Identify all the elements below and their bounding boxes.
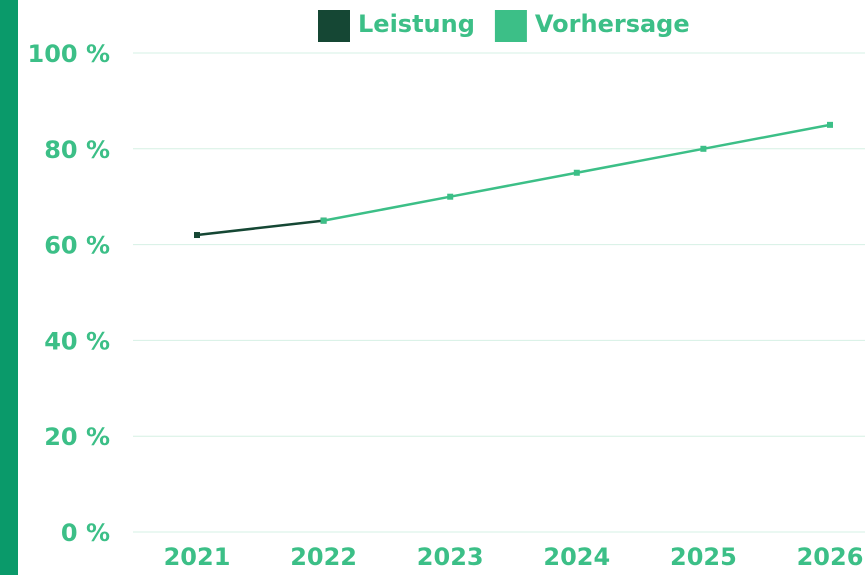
legend-label: Leistung <box>358 10 475 38</box>
y-tick-label: 80 % <box>44 136 110 164</box>
point <box>194 232 200 239</box>
x-tick-label: 2022 <box>290 543 357 571</box>
legend-swatch <box>318 10 350 42</box>
point <box>320 217 327 224</box>
point <box>700 145 707 152</box>
y-tick-label: 40 % <box>44 327 110 355</box>
y-tick-label: 60 % <box>44 232 110 260</box>
x-tick-label: 2026 <box>797 543 864 571</box>
legend-swatch <box>494 10 527 42</box>
point <box>827 121 833 128</box>
x-tick-label: 2025 <box>670 543 737 571</box>
y-tick-label: 0 % <box>61 519 110 547</box>
y-tick-label: 20 % <box>44 423 110 451</box>
point <box>573 169 580 176</box>
legend-label: Vorhersage <box>535 10 690 38</box>
x-tick-label: 2021 <box>164 543 231 571</box>
x-tick-label: 2023 <box>417 543 484 571</box>
x-tick-label: 2024 <box>543 543 610 571</box>
y-tick-label: 100 % <box>28 40 111 68</box>
side-bar <box>0 0 18 575</box>
point <box>447 193 454 200</box>
series-line <box>196 219 324 237</box>
